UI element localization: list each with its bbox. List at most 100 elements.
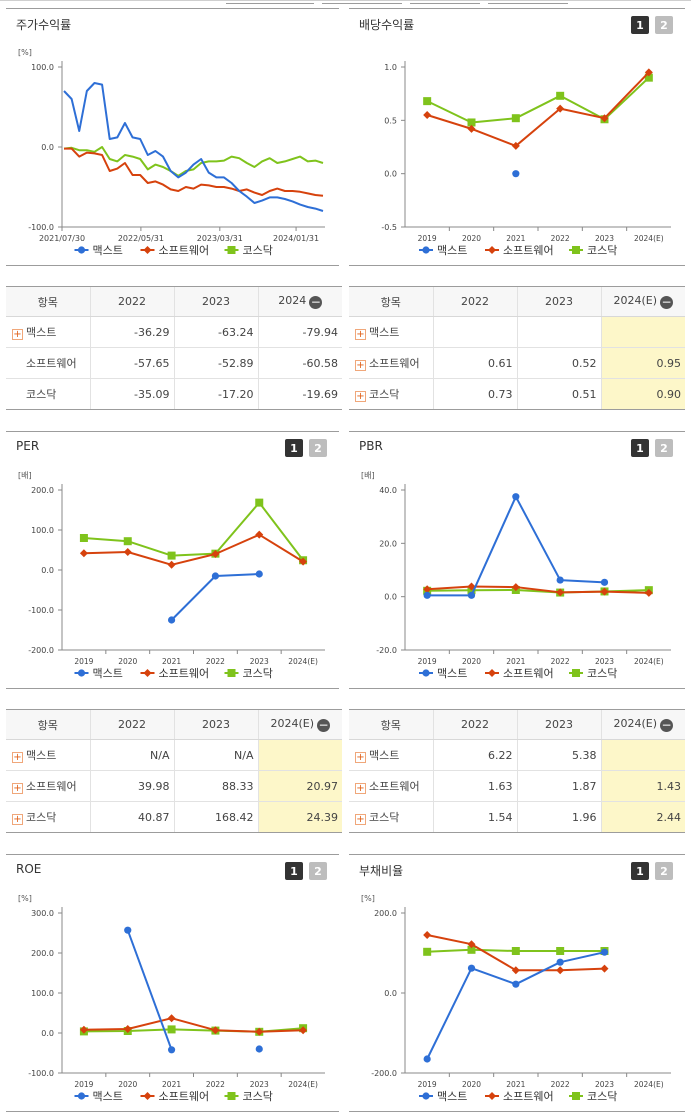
stock-y-tick-label: 100.0 (31, 63, 54, 72)
pbr-row-name-cell: + 코스닥 (349, 801, 433, 833)
collapse-icon[interactable]: − (309, 295, 323, 309)
per-table-cell: 24.39 (257, 801, 342, 833)
stock-row-name-cell: + 맥스트 (6, 316, 90, 348)
stock-table-cell: -35.09 (89, 378, 174, 410)
expand-plus-icon[interactable]: + (355, 329, 366, 340)
pbr-series-point-2 (511, 583, 520, 592)
dividend-view-2-button[interactable]: 2 (655, 16, 673, 34)
debt-x-tick-label: 2024(E) (634, 1080, 664, 1089)
collapse-icon[interactable]: − (660, 718, 674, 732)
expand-plus-icon[interactable]: + (12, 752, 23, 763)
dividend-series-point-2 (423, 111, 432, 119)
per-view-2-button[interactable]: 2 (309, 439, 327, 457)
expand-plus-icon[interactable]: + (12, 783, 23, 794)
pbr-table-header: 2023 (516, 709, 601, 740)
expand-plus-icon[interactable]: + (355, 752, 366, 763)
table-row: + 맥스트 -36.29 -63.24 -79.94 (6, 316, 342, 348)
per-table-cell: N/A (89, 739, 174, 771)
collapse-icon[interactable]: − (660, 295, 674, 309)
dividend-x-tick-label: 2019 (418, 234, 437, 243)
per-table-cell: 20.97 (257, 770, 342, 802)
roe-y-tick-label: 200.0 (31, 949, 54, 958)
stock-x-tick-label: 2024/01/31 (273, 234, 319, 243)
pbr-unit-label: [배] (361, 471, 375, 480)
top-tab-4 (488, 0, 568, 4)
legend-label-1: 맥스트 (437, 667, 467, 680)
per-table-cell: 88.33 (173, 770, 258, 802)
dividend-series-line-3 (426, 76, 650, 124)
per-series-point-2 (255, 530, 264, 539)
per-series-line-1 (170, 573, 260, 621)
expand-plus-icon[interactable]: + (355, 360, 366, 371)
roe-y-tick-label: 300.0 (31, 909, 54, 918)
roe-series-point-2 (79, 1025, 88, 1034)
per-view-1-button[interactable]: 1 (285, 439, 303, 457)
dividend-chart-title: 배당수익률 (359, 18, 415, 32)
expand-plus-icon[interactable]: + (355, 783, 366, 794)
collapse-icon[interactable]: − (317, 718, 331, 732)
per-y-tick-label: 200.0 (31, 486, 54, 495)
legend-label-3: 코스닥 (587, 244, 617, 257)
pbr-row-name: 소프트웨어 (369, 780, 420, 793)
legend-label-1: 맥스트 (93, 1090, 123, 1103)
stock-table-header-label: 2023 (202, 295, 230, 308)
top-divider (0, 0, 691, 4)
roe-y-tick-label: 100.0 (31, 989, 54, 998)
legend-label-1: 맥스트 (93, 244, 123, 257)
table-row: + 맥스트 6.22 5.38 (349, 739, 685, 771)
dividend-table-header-label: 2024(E) (613, 294, 658, 307)
pbr-series-point-2 (600, 587, 609, 596)
roe-x-tick-label: 2019 (74, 1080, 93, 1089)
debt-view-2-button[interactable]: 2 (655, 862, 673, 880)
stock-table-cell: -17.20 (173, 378, 258, 410)
debt-y-tick-label: 0.0 (384, 989, 397, 998)
debt-series-point-3 (556, 947, 565, 955)
expand-plus-icon[interactable]: + (12, 814, 23, 825)
pbr-table-header: 항목 (349, 709, 433, 740)
stock-row-name-cell: 코스닥 (6, 378, 90, 410)
debt-x-tick-label: 2020 (462, 1080, 481, 1089)
per-unit-label: [배] (18, 471, 32, 480)
roe-series-point-3 (167, 1025, 176, 1034)
debt-x-tick-label: 2019 (418, 1080, 437, 1089)
debt-view-1-button[interactable]: 1 (631, 862, 649, 880)
pbr-row-name-cell: + 소프트웨어 (349, 770, 433, 802)
pbr-series-line-1 (427, 495, 605, 597)
debt-series-point-1 (600, 948, 609, 956)
pbr-table-cell: 1.63 (432, 770, 517, 802)
pbr-series-point-1 (512, 493, 520, 501)
legend-marker-2 (488, 669, 496, 677)
top-tab-3 (410, 0, 480, 4)
dividend-table-cell: 0.95 (600, 347, 685, 379)
stock-table-header: 2024− (257, 286, 342, 317)
pbr-y-tick-label: 0.0 (384, 593, 397, 602)
roe-view-2-button[interactable]: 2 (309, 862, 327, 880)
pbr-table-cell: 2.44 (600, 801, 685, 833)
legend-label-1: 맥스트 (93, 667, 123, 680)
legend-label-2: 소프트웨어 (159, 244, 210, 257)
expand-plus-icon (12, 388, 23, 399)
dividend-table-cell: 0.51 (516, 378, 601, 410)
pbr-view-1-button[interactable]: 1 (631, 439, 649, 457)
dividend-table-cell (600, 316, 685, 348)
pbr-view-2-button[interactable]: 2 (655, 439, 673, 457)
stock-row-name-cell: 소프트웨어 (6, 347, 90, 379)
debt-series-point-2 (467, 940, 476, 949)
debt-x-tick-label: 2023 (595, 1080, 614, 1089)
stock-data-table: 항목 2022 2023 2024− + 맥스트 -36.29 -63.24 -79.94 소프트… (6, 286, 342, 410)
legend-marker-1 (77, 1092, 86, 1100)
dividend-series-point-3 (467, 118, 476, 127)
expand-plus-icon[interactable]: + (355, 391, 366, 402)
debt-y-tick-label: 200.0 (374, 909, 397, 918)
legend-marker-3 (572, 1092, 580, 1100)
dividend-view-1-button[interactable]: 1 (631, 16, 649, 34)
expand-plus-icon[interactable]: + (12, 329, 23, 340)
expand-plus-icon[interactable]: + (355, 814, 366, 825)
roe-view-1-button[interactable]: 1 (285, 862, 303, 880)
roe-series-line-1 (126, 929, 173, 1051)
debt-series-point-3 (423, 947, 432, 956)
pbr-y-tick-label: 20.0 (379, 539, 397, 548)
pbr-x-tick-label: 2020 (462, 657, 481, 666)
